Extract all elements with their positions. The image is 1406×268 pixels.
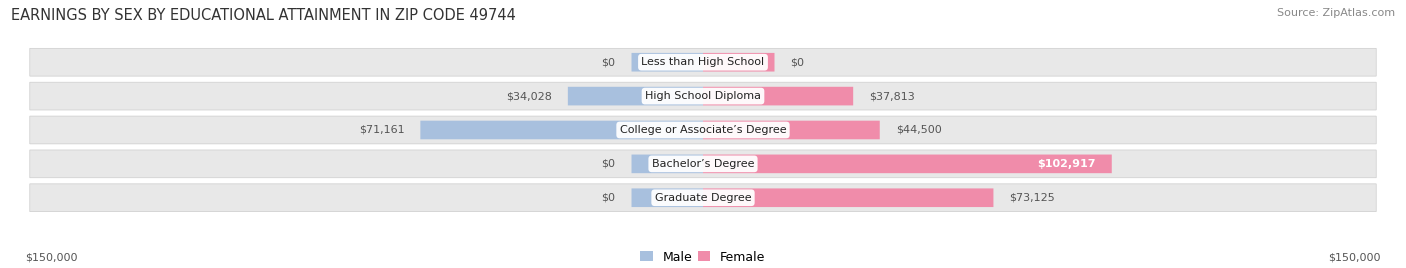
- FancyBboxPatch shape: [30, 150, 1376, 178]
- FancyBboxPatch shape: [703, 188, 994, 207]
- FancyBboxPatch shape: [30, 184, 1376, 212]
- Text: $0: $0: [790, 57, 804, 67]
- FancyBboxPatch shape: [631, 53, 703, 72]
- Text: EARNINGS BY SEX BY EDUCATIONAL ATTAINMENT IN ZIP CODE 49744: EARNINGS BY SEX BY EDUCATIONAL ATTAINMEN…: [11, 8, 516, 23]
- FancyBboxPatch shape: [30, 116, 1376, 144]
- Text: $150,000: $150,000: [1329, 253, 1381, 263]
- Text: $34,028: $34,028: [506, 91, 553, 101]
- Legend: Male, Female: Male, Female: [641, 251, 765, 264]
- FancyBboxPatch shape: [631, 188, 703, 207]
- Text: $0: $0: [602, 57, 616, 67]
- FancyBboxPatch shape: [30, 48, 1376, 76]
- Text: $102,917: $102,917: [1038, 159, 1095, 169]
- Text: Graduate Degree: Graduate Degree: [655, 193, 751, 203]
- FancyBboxPatch shape: [703, 87, 853, 105]
- Text: Bachelor’s Degree: Bachelor’s Degree: [652, 159, 754, 169]
- FancyBboxPatch shape: [30, 82, 1376, 110]
- FancyBboxPatch shape: [703, 155, 1112, 173]
- Text: $71,161: $71,161: [359, 125, 405, 135]
- Text: $44,500: $44,500: [896, 125, 942, 135]
- Text: College or Associate’s Degree: College or Associate’s Degree: [620, 125, 786, 135]
- Text: Less than High School: Less than High School: [641, 57, 765, 67]
- Text: $0: $0: [602, 193, 616, 203]
- Text: $73,125: $73,125: [1010, 193, 1054, 203]
- Text: High School Diploma: High School Diploma: [645, 91, 761, 101]
- Text: Source: ZipAtlas.com: Source: ZipAtlas.com: [1277, 8, 1395, 18]
- Text: $0: $0: [602, 159, 616, 169]
- Text: $150,000: $150,000: [25, 253, 77, 263]
- FancyBboxPatch shape: [631, 155, 703, 173]
- FancyBboxPatch shape: [703, 53, 775, 72]
- FancyBboxPatch shape: [568, 87, 703, 105]
- FancyBboxPatch shape: [420, 121, 703, 139]
- Text: $37,813: $37,813: [869, 91, 915, 101]
- FancyBboxPatch shape: [703, 121, 880, 139]
